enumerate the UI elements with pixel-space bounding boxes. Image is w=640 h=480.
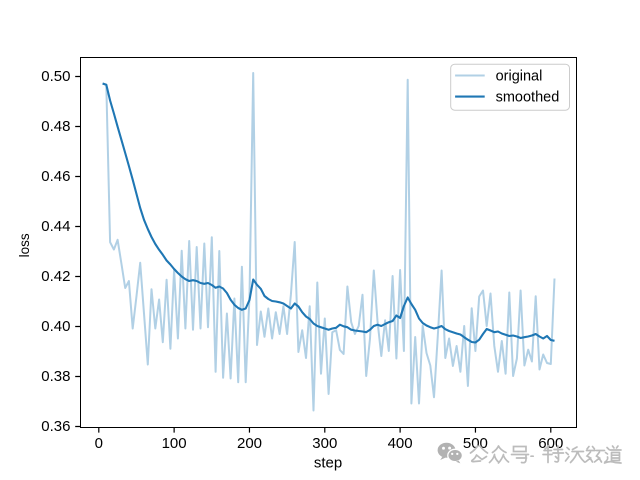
svg-text:0.50: 0.50 — [41, 68, 70, 85]
svg-text:400: 400 — [388, 435, 413, 452]
svg-text:0.36: 0.36 — [41, 418, 70, 435]
svg-text:200: 200 — [237, 435, 262, 452]
svg-text:0.44: 0.44 — [41, 218, 70, 235]
svg-text:0.38: 0.38 — [41, 368, 70, 385]
svg-text:loss: loss — [17, 233, 32, 257]
svg-text:300: 300 — [312, 435, 337, 452]
svg-text:600: 600 — [538, 435, 563, 452]
svg-text:0.40: 0.40 — [41, 318, 70, 335]
svg-text:step: step — [314, 455, 342, 472]
svg-text:smoothed: smoothed — [496, 90, 560, 106]
svg-text:0: 0 — [95, 435, 103, 452]
svg-text:0.48: 0.48 — [41, 118, 70, 135]
svg-text:0.46: 0.46 — [41, 168, 70, 185]
svg-text:100: 100 — [162, 435, 187, 452]
svg-text:original: original — [496, 69, 543, 85]
svg-text:0.42: 0.42 — [41, 268, 70, 285]
